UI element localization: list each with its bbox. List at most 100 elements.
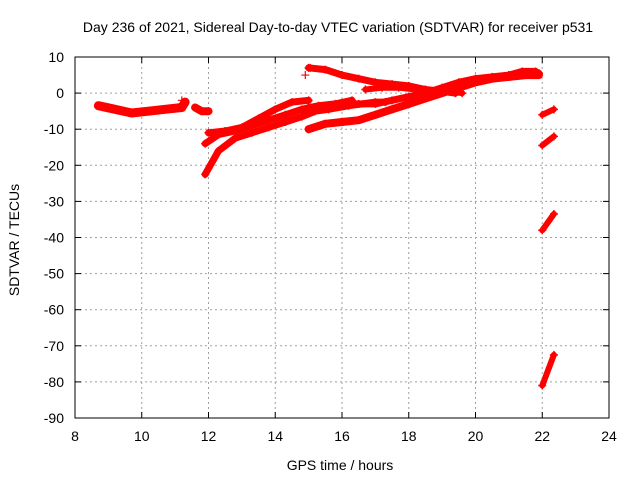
data-point <box>361 85 370 94</box>
data-point <box>127 108 136 117</box>
y-tick-label: -30 <box>44 193 64 209</box>
data-point <box>191 103 200 112</box>
data-series <box>538 105 558 119</box>
data-point <box>214 146 223 155</box>
y-tick-label: -90 <box>44 410 64 426</box>
data-series <box>191 103 213 116</box>
data-point <box>204 128 213 137</box>
data-point <box>287 98 296 107</box>
data-series <box>504 67 540 80</box>
y-tick-label: -40 <box>44 230 64 246</box>
data-point <box>404 92 413 101</box>
data-trace <box>539 351 557 389</box>
x-tick-labels: 8 10 12 14 16 18 20 22 24 <box>71 428 617 444</box>
data-point <box>388 96 397 105</box>
data-point <box>177 96 186 105</box>
data-trace <box>539 133 557 149</box>
data-point <box>231 134 240 143</box>
x-tick-label: 18 <box>401 428 417 444</box>
data-layer <box>93 63 558 390</box>
data-point <box>354 116 363 125</box>
data-point <box>177 103 186 112</box>
data-point <box>201 170 210 179</box>
data-point <box>111 105 120 114</box>
y-axis-title: SDTVAR / TECUs <box>6 184 22 296</box>
data-point <box>531 67 540 76</box>
x-tick-label: 16 <box>334 428 350 444</box>
x-tick-label: 8 <box>71 428 79 444</box>
data-point <box>197 107 206 116</box>
data-trace <box>539 211 557 234</box>
data-point <box>304 125 313 134</box>
y-tick-label: 0 <box>56 85 64 101</box>
x-tick-label: 10 <box>134 428 150 444</box>
x-axis-title: GPS time / hours <box>287 457 394 473</box>
data-point <box>471 74 480 83</box>
data-point <box>538 110 547 119</box>
x-tick-label: 20 <box>468 428 484 444</box>
data-series <box>361 83 467 98</box>
data-point <box>354 99 363 108</box>
data-point <box>254 114 263 123</box>
data-point <box>304 96 313 105</box>
y-tick-label: -50 <box>44 266 64 282</box>
data-series <box>538 350 558 390</box>
data-point <box>264 123 273 132</box>
data-point <box>237 123 246 132</box>
data-point <box>297 112 306 121</box>
x-tick-label: 12 <box>201 428 217 444</box>
data-point <box>144 107 153 116</box>
data-series <box>538 210 558 235</box>
data-point <box>181 98 190 107</box>
y-tick-label: -70 <box>44 338 64 354</box>
data-point <box>454 78 463 87</box>
data-point <box>321 119 330 128</box>
x-tick-label: 22 <box>534 428 550 444</box>
data-point <box>338 99 346 108</box>
data-point <box>394 83 403 92</box>
data-point <box>281 117 290 126</box>
data-point <box>549 105 558 114</box>
data-point <box>444 87 453 96</box>
y-tick-label: -60 <box>44 302 64 318</box>
data-trace <box>539 106 557 118</box>
data-point <box>428 87 437 96</box>
x-tick-label: 14 <box>267 428 283 444</box>
y-tick-labels: 10 0 -10 -20 -30 -40 -50 -60 -70 -80 -90 <box>44 49 64 426</box>
ticks <box>74 56 610 419</box>
data-point <box>549 132 558 141</box>
data-point <box>204 107 213 116</box>
y-tick-label: -20 <box>44 157 64 173</box>
chart-title: Day 236 of 2021, Sidereal Day-to-day VTE… <box>83 19 593 35</box>
data-trace <box>362 84 466 97</box>
data-point <box>338 117 346 126</box>
x-tick-label: 24 <box>601 428 617 444</box>
data-point <box>304 103 313 112</box>
data-point <box>354 74 363 83</box>
data-point <box>321 65 330 74</box>
data-point <box>264 116 273 125</box>
data-point <box>301 71 310 80</box>
y-tick-label: -80 <box>44 374 64 390</box>
data-point <box>458 89 467 98</box>
data-point <box>404 99 413 108</box>
data-point <box>549 350 558 359</box>
data-point <box>538 226 547 235</box>
data-point <box>549 210 558 219</box>
grid <box>75 57 609 418</box>
y-tick-label: -10 <box>44 121 64 137</box>
data-point <box>221 127 230 136</box>
data-point <box>201 139 210 148</box>
y-tick-label: 10 <box>48 49 64 65</box>
data-point <box>538 141 547 150</box>
data-point <box>378 83 387 92</box>
data-point <box>371 110 380 119</box>
data-point <box>371 99 380 108</box>
data-point <box>538 381 547 390</box>
data-point <box>338 71 346 80</box>
data-point <box>504 71 513 80</box>
data-point <box>411 85 420 94</box>
data-point <box>488 72 497 81</box>
data-point <box>306 63 315 72</box>
